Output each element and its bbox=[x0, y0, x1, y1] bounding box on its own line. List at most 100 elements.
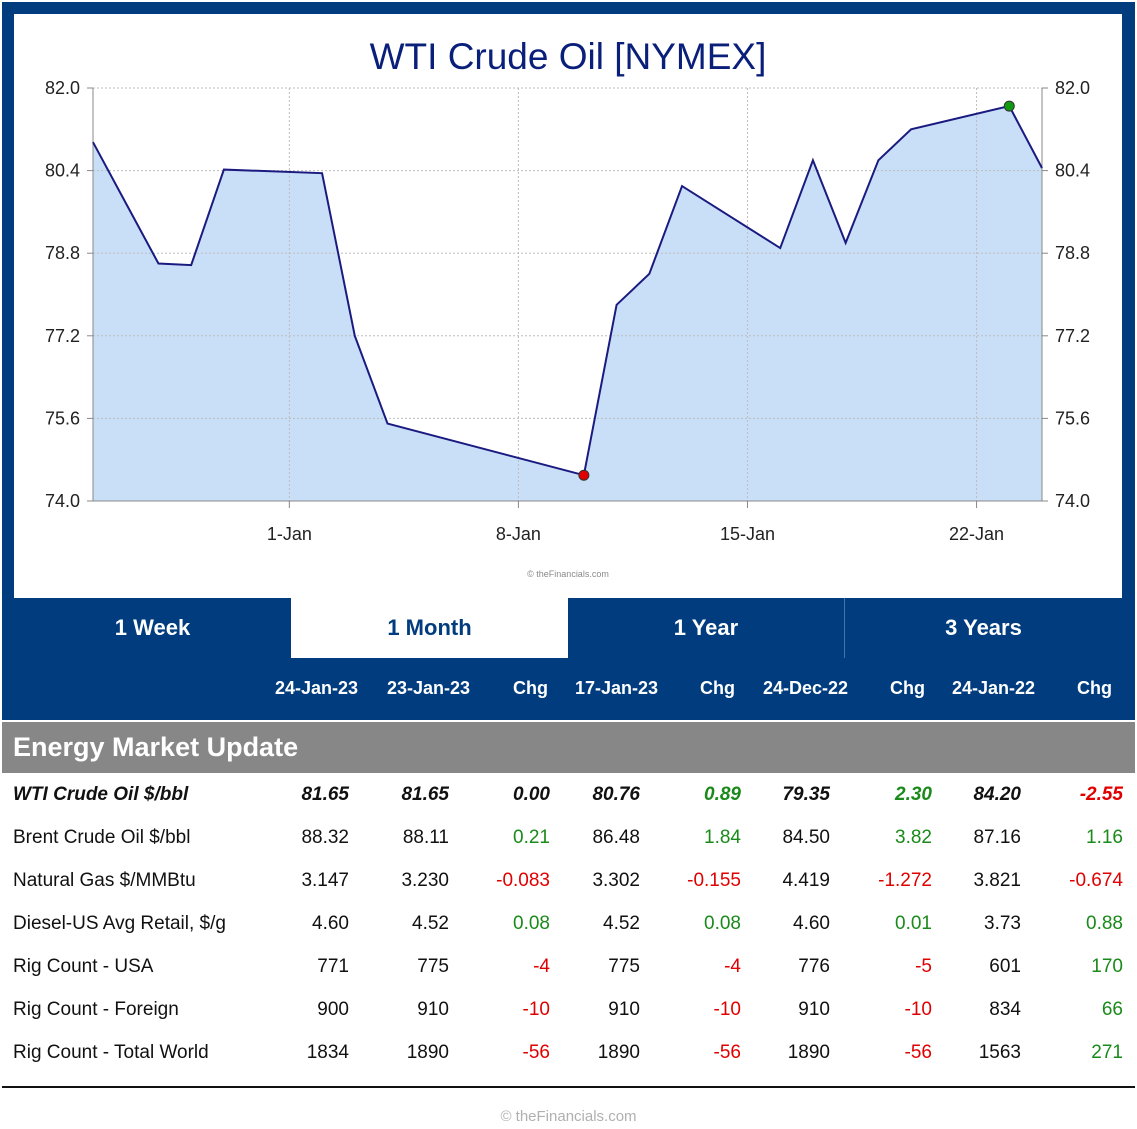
change-cell: 0.08 bbox=[704, 913, 741, 934]
y-tick-label-right: 82.0 bbox=[1055, 78, 1090, 98]
value-cell: 910 bbox=[608, 999, 640, 1020]
column-header: Chg bbox=[513, 678, 548, 698]
value-cell: 3.73 bbox=[984, 913, 1021, 934]
chart-watermark: © theFinancials.com bbox=[527, 569, 609, 579]
change-cell: -4 bbox=[533, 956, 550, 977]
value-cell: 81.65 bbox=[401, 784, 449, 805]
column-header: 24-Jan-23 bbox=[274, 678, 358, 698]
change-cell: 170 bbox=[1091, 956, 1123, 977]
table-row: WTI Crude Oil $/bbl 81.65 81.65 0.00 80.76 0.… bbox=[2, 773, 1135, 816]
column-header: Chg bbox=[890, 678, 925, 698]
value-cell: 1563 bbox=[978, 1042, 1021, 1063]
value-cell: 4.419 bbox=[782, 870, 830, 891]
value-cell: 601 bbox=[989, 956, 1021, 977]
value-cell: 1834 bbox=[306, 1042, 349, 1063]
change-cell: -56 bbox=[904, 1042, 932, 1063]
value-cell: 3.821 bbox=[973, 870, 1021, 891]
y-tick-label-left: 82.0 bbox=[45, 78, 80, 98]
table-row: Natural Gas $/MMBtu 3.147 3.230 -0.083 3.302… bbox=[2, 859, 1135, 902]
change-cell: 0.21 bbox=[513, 827, 550, 848]
value-cell: 88.32 bbox=[301, 827, 349, 848]
column-header: 24-Dec-22 bbox=[762, 678, 848, 698]
value-cell: 79.35 bbox=[782, 784, 830, 805]
change-cell: -10 bbox=[904, 999, 932, 1020]
change-cell: 3.82 bbox=[895, 827, 932, 848]
value-cell: 834 bbox=[989, 999, 1021, 1020]
tab-1-week[interactable]: 1 Week bbox=[114, 615, 191, 640]
value-cell: 900 bbox=[317, 999, 349, 1020]
row-label: Natural Gas $/MMBtu bbox=[13, 870, 196, 891]
value-cell: 775 bbox=[608, 956, 640, 977]
value-cell: 3.302 bbox=[592, 870, 640, 891]
y-tick-label-left: 80.4 bbox=[45, 161, 80, 181]
value-cell: 910 bbox=[417, 999, 449, 1020]
y-tick-label-right: 78.8 bbox=[1055, 243, 1090, 263]
change-cell: -10 bbox=[522, 999, 550, 1020]
value-cell: 775 bbox=[417, 956, 449, 977]
y-tick-label-left: 77.2 bbox=[45, 326, 80, 346]
table-row: Rig Count - Total World 1834 1890 -56 1890 -5… bbox=[2, 1031, 1135, 1074]
row-label: Rig Count - Foreign bbox=[13, 999, 179, 1020]
y-tick-label-left: 74.0 bbox=[45, 491, 80, 511]
value-cell: 1890 bbox=[597, 1042, 640, 1063]
change-cell: -2.55 bbox=[1079, 784, 1123, 805]
value-cell: 80.76 bbox=[592, 784, 640, 805]
chart-title: WTI Crude Oil [NYMEX] bbox=[370, 36, 767, 77]
value-cell: 3.230 bbox=[401, 870, 449, 891]
change-cell: -0.083 bbox=[496, 870, 550, 891]
price-chart: WTI Crude Oil [NYMEX] 74.0 74.0 75.6 75.6 77.… bbox=[45, 36, 1090, 579]
y-tick-label-right: 74.0 bbox=[1055, 491, 1090, 511]
high-marker bbox=[1003, 100, 1015, 112]
table-row: Rig Count - USA 771 775 -4 775 -4 776 -5 601 170 bbox=[2, 945, 1135, 988]
value-cell: 4.60 bbox=[793, 913, 830, 934]
tab-1-month[interactable]: 1 Month bbox=[291, 598, 568, 658]
row-label: Diesel-US Avg Retail, $/g bbox=[13, 913, 226, 934]
change-cell: -56 bbox=[522, 1042, 550, 1063]
row-label: Rig Count - USA bbox=[13, 956, 154, 977]
change-cell: 0.08 bbox=[513, 913, 550, 934]
value-cell: 4.52 bbox=[412, 913, 449, 934]
table-row: Brent Crude Oil $/bbl 88.32 88.11 0.21 86.48… bbox=[2, 816, 1135, 859]
value-cell: 1890 bbox=[406, 1042, 449, 1063]
tab-1-year[interactable]: 1 Year bbox=[568, 598, 845, 658]
change-cell: -10 bbox=[713, 999, 741, 1020]
change-cell: 271 bbox=[1091, 1042, 1123, 1063]
change-cell: 0.89 bbox=[704, 784, 741, 805]
column-header: Chg bbox=[1077, 678, 1112, 698]
change-cell: 0.88 bbox=[1086, 913, 1123, 934]
table-row: Rig Count - Foreign 900 910 -10 910 -10 910 -10… bbox=[2, 988, 1135, 1031]
value-cell: 771 bbox=[317, 956, 349, 977]
y-tick-label-right: 77.2 bbox=[1055, 326, 1090, 346]
section-title: Energy Market Update bbox=[2, 722, 1135, 773]
change-cell: 1.16 bbox=[1086, 827, 1123, 848]
value-cell: 4.52 bbox=[603, 913, 640, 934]
row-label: Brent Crude Oil $/bbl bbox=[13, 827, 191, 848]
value-cell: 910 bbox=[798, 999, 830, 1020]
row-label: WTI Crude Oil $/bbl bbox=[13, 784, 189, 805]
value-cell: 88.11 bbox=[402, 827, 449, 848]
value-cell: 4.60 bbox=[312, 913, 349, 934]
value-cell: 86.48 bbox=[592, 827, 640, 848]
change-cell: 0.01 bbox=[895, 913, 932, 934]
value-cell: 776 bbox=[798, 956, 830, 977]
y-tick-label-left: 78.8 bbox=[45, 243, 80, 263]
value-cell: 84.50 bbox=[782, 827, 830, 848]
chart-panel: WTI Crude Oil [NYMEX] 74.0 74.0 75.6 75.6 77.… bbox=[14, 14, 1122, 598]
change-cell: -5 bbox=[915, 956, 932, 977]
y-tick-label-right: 80.4 bbox=[1055, 161, 1090, 181]
price-area bbox=[93, 106, 1042, 501]
x-tick-label: 15-Jan bbox=[720, 524, 775, 544]
table-row: Diesel-US Avg Retail, $/g 4.60 4.52 0.08 4.5… bbox=[2, 902, 1135, 945]
value-cell: 84.20 bbox=[973, 784, 1021, 805]
low-marker bbox=[578, 469, 590, 481]
bottom-divider bbox=[2, 1086, 1135, 1088]
change-cell: -4 bbox=[724, 956, 741, 977]
tab-3-years[interactable]: 3 Years bbox=[945, 615, 1022, 640]
price-line bbox=[92, 104, 1043, 477]
y-tick-label-left: 75.6 bbox=[45, 408, 80, 428]
y-tick-label-right: 75.6 bbox=[1055, 408, 1090, 428]
change-cell: 0.00 bbox=[513, 784, 550, 805]
column-header: Chg bbox=[700, 678, 735, 698]
value-cell: 1890 bbox=[787, 1042, 830, 1063]
x-tick-label: 22-Jan bbox=[949, 524, 1004, 544]
